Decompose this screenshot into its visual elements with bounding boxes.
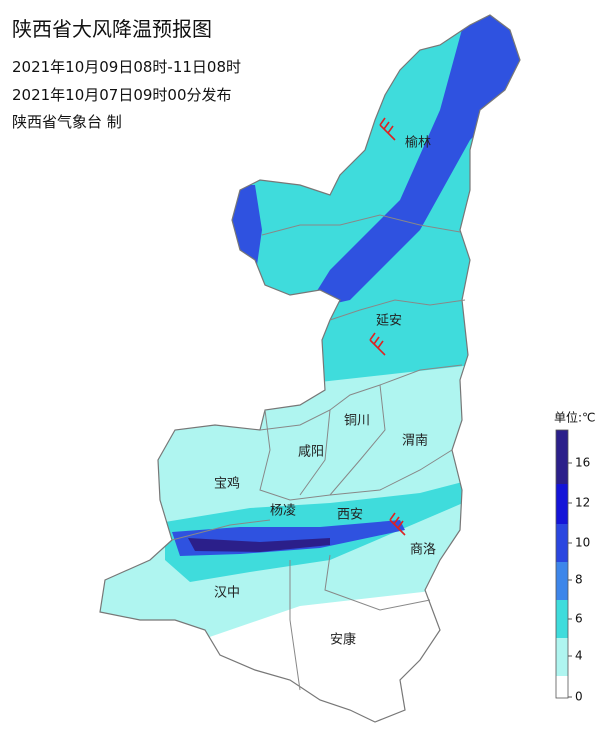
city-label: 渭南 (402, 433, 428, 449)
city-label: 宝鸡 (214, 476, 240, 492)
district-borders (171, 214, 466, 691)
city-label: 榆林 (405, 136, 431, 151)
city-label: 延安 (376, 314, 402, 329)
wind-barbs (369, 117, 406, 536)
city-label: 杨凌 (270, 504, 296, 519)
header-title: 陕西省大风降温预报图 (12, 17, 212, 41)
legend-tick-label: 4 (575, 649, 583, 663)
header-period: 2021年10月09日08时-11日08时 (12, 58, 241, 76)
legend-tick-label: 10 (575, 536, 590, 550)
legend-tick-label: 16 (575, 456, 590, 470)
city-label: 商洛 (410, 543, 436, 558)
legend-tick-label: 12 (575, 496, 590, 510)
legend-tick-label: 8 (575, 573, 583, 587)
header-source: 陕西省气象台 制 (12, 113, 122, 131)
city-label: 安康 (330, 632, 356, 648)
city-label: 汉中 (214, 586, 240, 601)
legend: 单位:℃ 16 12 10 8 6 4 0 (554, 410, 596, 704)
legend-tick-label: 0 (575, 690, 583, 704)
header-issued: 2021年10月07日09时00分发布 (12, 86, 232, 104)
legend-tick-label: 6 (575, 612, 583, 626)
legend-title: 单位:℃ (554, 410, 596, 425)
city-label: 西安 (337, 508, 363, 523)
city-label: 咸阳 (298, 445, 324, 460)
city-label: 铜川 (344, 414, 370, 429)
